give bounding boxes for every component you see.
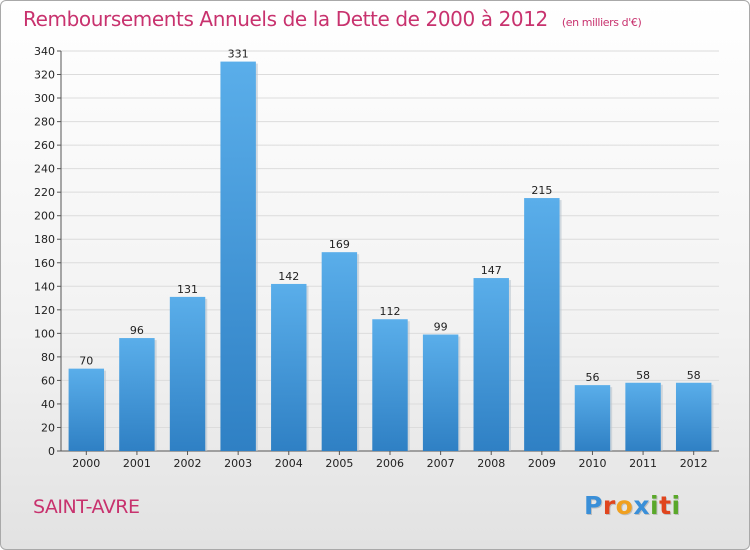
bar-value-label: 169	[329, 238, 350, 251]
y-tick-label: 240	[34, 163, 55, 176]
bar-value-label: 70	[79, 355, 93, 368]
logo-letter: o	[615, 491, 634, 520]
bar-value-label: 58	[687, 369, 701, 382]
bar-value-label: 215	[531, 184, 552, 197]
x-tick-label: 2009	[528, 457, 556, 470]
x-tick-label: 2008	[477, 457, 505, 470]
y-tick-label: 220	[34, 186, 55, 199]
bar-value-label: 112	[380, 305, 401, 318]
y-tick-label: 320	[34, 69, 55, 82]
bar	[271, 283, 307, 451]
bar-value-label: 56	[585, 371, 599, 384]
x-tick-label: 2005	[325, 457, 353, 470]
y-tick-label: 260	[34, 139, 55, 152]
y-tick-label: 160	[34, 257, 55, 270]
x-tick-label: 2011	[629, 457, 657, 470]
bar	[524, 198, 560, 451]
y-tick-label: 0	[48, 445, 55, 458]
bar	[169, 296, 206, 451]
bar-chart: 0 20 40 60 80 100 120 140 160 180 200 220 240 260 280 3…	[34, 45, 719, 470]
bar	[625, 382, 661, 451]
x-tick-label: 2001	[123, 457, 151, 470]
commune-name: SAINT-AVRE	[33, 496, 140, 518]
bar	[68, 368, 105, 451]
logo-letter: r	[602, 491, 616, 520]
bar-value-label: 58	[636, 369, 650, 382]
bar-value-label: 142	[278, 270, 299, 283]
bar	[675, 382, 712, 451]
logo-letter: P	[584, 491, 603, 520]
y-tick-label: 180	[34, 233, 55, 246]
chart-subtitle: (en milliers d'€)	[561, 16, 642, 29]
logo-letter: t	[659, 491, 672, 520]
bar	[372, 319, 408, 451]
x-tick-label: 2012	[680, 457, 708, 470]
x-tick-label: 2006	[376, 457, 404, 470]
bar-value-label: 147	[481, 264, 502, 277]
x-tick-label: 2002	[174, 457, 202, 470]
proxiti-logo: Proxiti	[584, 491, 681, 520]
x-tick-label: 2000	[72, 457, 100, 470]
y-tick-label: 20	[41, 421, 55, 434]
y-tick-label: 300	[34, 92, 55, 105]
bar	[220, 61, 256, 452]
y-tick-label: 80	[41, 351, 55, 364]
y-tick-label: 200	[34, 210, 55, 223]
bar-value-label: 96	[130, 324, 144, 337]
y-tick-label: 100	[34, 327, 55, 340]
y-tick-label: 120	[34, 304, 55, 317]
bar	[422, 334, 459, 451]
bar-value-label: 131	[177, 283, 198, 296]
y-tick-label: 60	[41, 374, 55, 387]
chart-title: Remboursements Annuels de la Dette de 20…	[23, 7, 642, 31]
logo-letter: i	[671, 491, 681, 520]
y-tick-label: 140	[34, 280, 55, 293]
x-tick-label: 2007	[427, 457, 455, 470]
bar	[473, 278, 509, 451]
logo-letter: x	[633, 491, 650, 520]
y-tick-label: 40	[41, 398, 55, 411]
x-tick-label: 2004	[275, 457, 303, 470]
bar-value-label: 331	[228, 48, 249, 61]
y-tick-label: 280	[34, 116, 55, 129]
x-tick-label: 2010	[578, 457, 606, 470]
y-tick-label: 340	[34, 45, 55, 58]
bar-value-label: 99	[434, 321, 448, 334]
bar	[321, 252, 358, 451]
bar	[119, 338, 155, 451]
logo-letter: i	[650, 491, 660, 520]
x-tick-label: 2003	[224, 457, 252, 470]
chart-title-text: Remboursements Annuels de la Dette de 20…	[23, 7, 548, 31]
bar	[574, 385, 611, 451]
